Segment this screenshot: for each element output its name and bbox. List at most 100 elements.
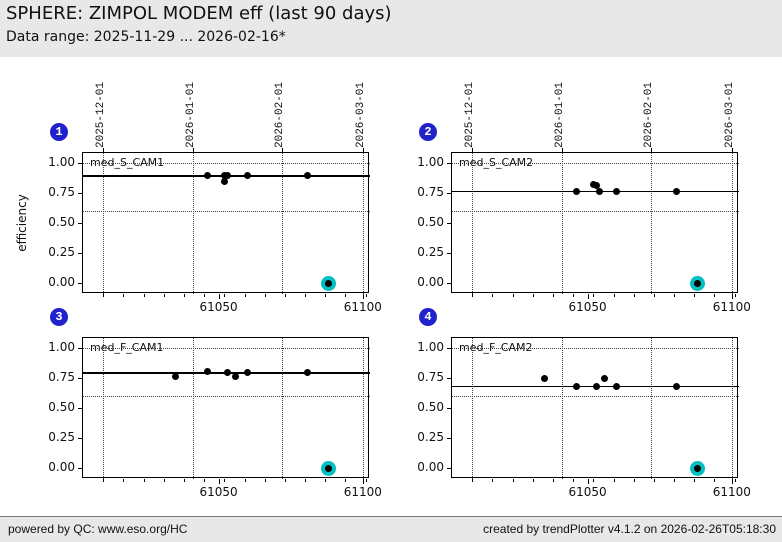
x-minor-tick: [512, 294, 514, 297]
x-minor-tick: [325, 294, 327, 297]
y-tick: [78, 468, 83, 470]
x-minor-tick: [512, 479, 514, 482]
x-minor-tick: [163, 294, 165, 297]
y-tick: [447, 377, 452, 379]
data-point: [223, 369, 231, 377]
y-tick: [447, 222, 452, 224]
data-point: [592, 182, 600, 190]
x-minor-tick: [224, 479, 226, 482]
data-point: [243, 172, 251, 180]
data-point: [203, 172, 211, 180]
x-tick-label: 61100: [343, 300, 382, 314]
data-point: [673, 382, 681, 390]
x-minor-tick: [123, 479, 125, 482]
x-minor-tick: [103, 479, 105, 482]
y-tick: [447, 253, 452, 255]
x-minor-tick: [143, 479, 145, 482]
top-month-tick: [282, 148, 284, 153]
data-point: [232, 373, 240, 381]
subplot-med_S_CAM1: 1 2025-12-01 2026-01-01 2026-02-01 2026-03-0…: [48, 82, 382, 314]
median-line: [452, 190, 739, 193]
x-minor-tick: [633, 294, 635, 297]
x-minor-tick: [305, 479, 307, 482]
x-minor-tick: [163, 479, 165, 482]
last-data-point: [693, 279, 701, 287]
y-tick-label: 0.50: [48, 399, 75, 414]
x-minor-tick: [593, 294, 595, 297]
x-major-tick: [587, 294, 589, 299]
y-tick-label: 0.25: [417, 430, 444, 445]
x-minor-tick: [714, 294, 716, 297]
threshold-line: [452, 395, 739, 397]
x-minor-tick: [244, 479, 246, 482]
x-minor-tick: [573, 479, 575, 482]
threshold-line: [452, 162, 739, 164]
data-point: [220, 178, 228, 186]
top-month-tick: [362, 148, 364, 153]
y-tick-label: 1.00: [417, 154, 444, 169]
x-minor-tick: [365, 479, 367, 482]
date-tick-label: 2026-03-01: [354, 81, 367, 148]
date-tick-label: 2026-01-01: [184, 81, 197, 148]
month-gridline: [362, 153, 364, 294]
subplot-number-badge: 4: [419, 308, 437, 326]
y-tick-label: 0.00: [417, 460, 444, 475]
y-tick: [447, 347, 452, 349]
date-tick-label: 2026-03-01: [723, 81, 736, 148]
x-minor-tick: [284, 479, 286, 482]
x-minor-tick: [244, 294, 246, 297]
y-tick-label: 0.25: [48, 245, 75, 260]
x-major-tick: [362, 479, 364, 484]
x-minor-tick: [204, 294, 206, 297]
x-minor-tick: [183, 294, 185, 297]
y-tick: [78, 283, 83, 285]
y-tick: [78, 253, 83, 255]
x-minor-tick: [573, 294, 575, 297]
threshold-line: [83, 395, 370, 397]
threshold-line: [83, 162, 370, 164]
subplot-label: med_F_CAM2: [459, 340, 533, 354]
x-minor-tick: [264, 294, 266, 297]
data-point: [304, 172, 312, 180]
date-tick-label: 2025-12-01: [95, 81, 108, 148]
data-point: [243, 369, 251, 377]
x-minor-tick: [552, 479, 554, 482]
y-tick: [78, 377, 83, 379]
date-tick-label: 2025-12-01: [464, 81, 477, 148]
x-major-tick: [587, 479, 589, 484]
date-tick-label: 2026-02-01: [274, 81, 287, 148]
month-gridline: [282, 338, 284, 479]
x-minor-tick: [674, 294, 676, 297]
month-gridline: [192, 338, 194, 479]
subplot-number-badge: 2: [419, 123, 437, 141]
x-minor-tick: [734, 479, 736, 482]
y-tick: [78, 162, 83, 164]
x-minor-tick: [325, 479, 327, 482]
x-minor-tick: [613, 294, 615, 297]
x-minor-tick: [204, 479, 206, 482]
month-gridline: [561, 153, 563, 294]
x-minor-tick: [284, 294, 286, 297]
x-minor-tick: [653, 294, 655, 297]
month-gridline: [731, 338, 733, 479]
threshold-line: [83, 347, 370, 349]
subplot-med_F_CAM1: 3 med_F_CAM1 61050 61100 1.00 0.75 0.50 0.25 0.0…: [48, 308, 382, 499]
month-gridline: [103, 338, 105, 479]
y-tick: [447, 192, 452, 194]
data-point: [595, 188, 603, 196]
x-minor-tick: [183, 479, 185, 482]
data-point: [592, 382, 600, 390]
top-month-tick: [192, 148, 194, 153]
x-minor-tick: [264, 479, 266, 482]
data-point: [171, 373, 179, 381]
x-minor-tick: [472, 294, 474, 297]
x-minor-tick: [123, 294, 125, 297]
month-gridline: [282, 153, 284, 294]
y-tick-label: 0.75: [48, 369, 75, 384]
x-minor-tick: [613, 479, 615, 482]
x-minor-tick: [472, 479, 474, 482]
x-minor-tick: [345, 479, 347, 482]
data-range-subtitle: Data range: 2025-11-29 ... 2026-02-16*: [6, 29, 286, 45]
x-minor-tick: [653, 479, 655, 482]
x-tick-label: 61050: [568, 485, 607, 499]
